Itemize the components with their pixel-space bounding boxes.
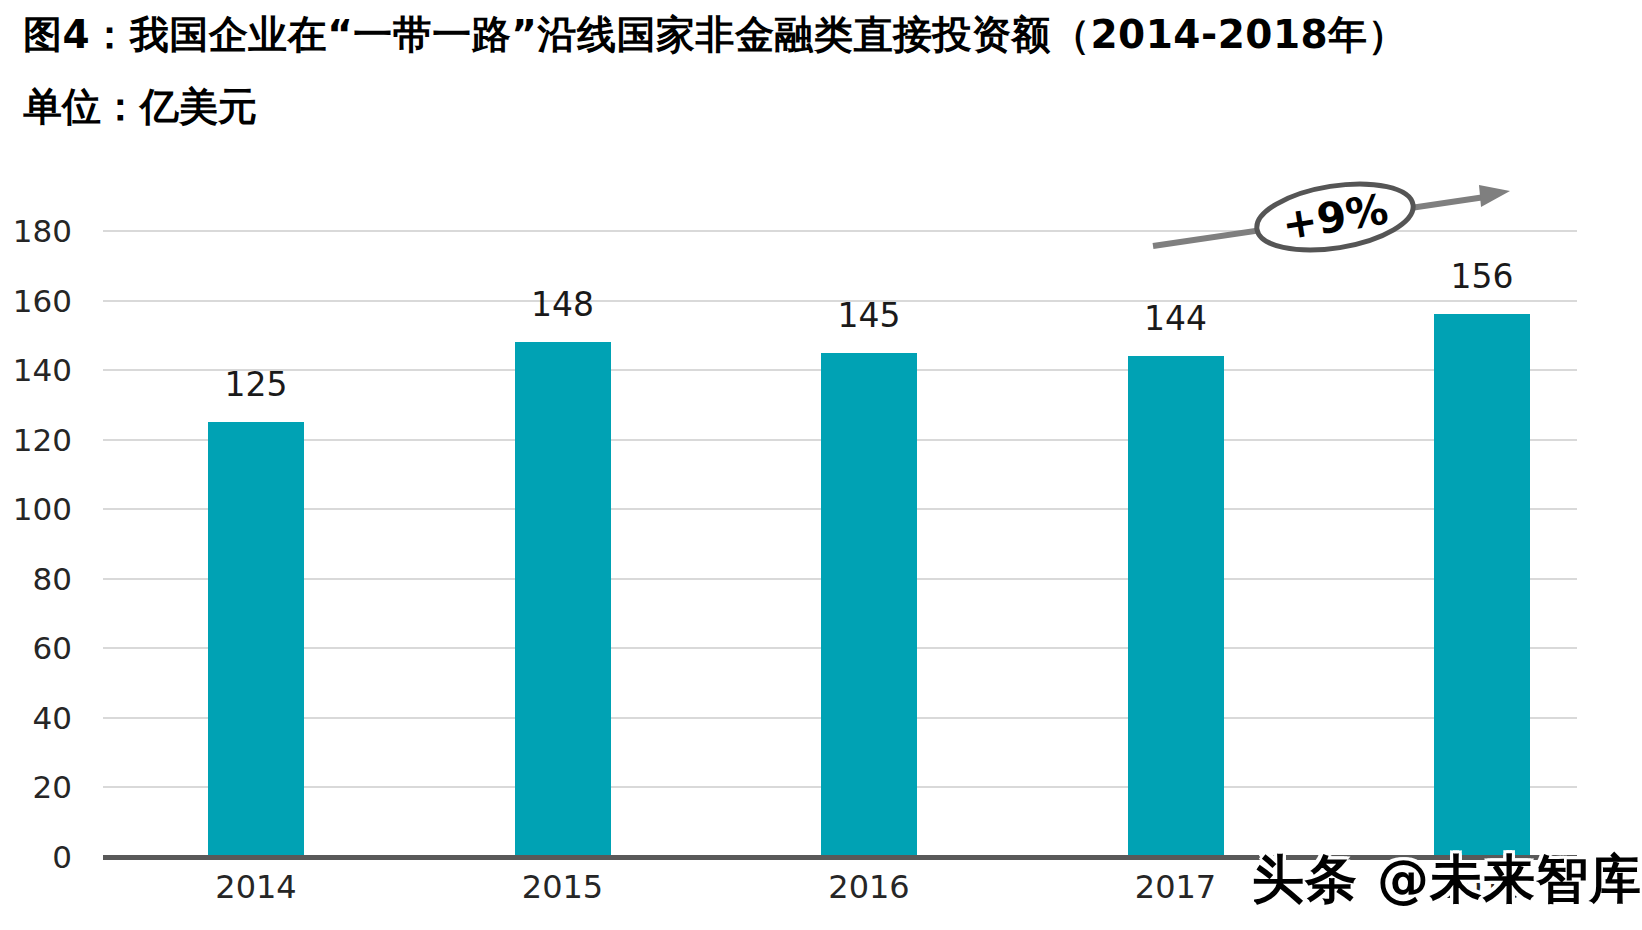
y-axis-tick-label: 140 (0, 351, 72, 389)
x-axis-label: 2014 (176, 868, 336, 906)
growth-annotation: +9% (1100, 155, 1570, 275)
bar-value-label: 144 (1096, 300, 1256, 338)
bar-2014 (208, 422, 304, 857)
y-axis-tick-label: 60 (0, 629, 72, 667)
bar-2015 (515, 342, 611, 857)
bar-value-label: 148 (483, 286, 643, 324)
bar-2017 (1128, 356, 1224, 857)
x-axis-label: 2017 (1096, 868, 1256, 906)
y-axis-tick-label: 100 (0, 490, 72, 528)
y-axis-tick-label: 80 (0, 560, 72, 598)
bar-chart: 0 20 40 60 80 100 120 140 160 180 125 2014 148 2015 14… (0, 0, 1642, 930)
bar-2016 (821, 353, 917, 857)
x-axis-label: 2016 (789, 868, 949, 906)
bar-value-label: 145 (789, 297, 949, 335)
trend-arrow-head-icon (1479, 185, 1510, 207)
y-axis-tick-label: 40 (0, 699, 72, 737)
y-axis-tick-label: 20 (0, 768, 72, 806)
watermark: 头条 @未来智库 (1252, 845, 1642, 915)
x-axis-label: 2015 (483, 868, 643, 906)
bar-2018 (1434, 314, 1530, 857)
y-axis-tick-label: 160 (0, 282, 72, 320)
bar-value-label: 125 (176, 366, 336, 404)
y-axis-tick-label: 120 (0, 421, 72, 459)
y-axis-tick-label: 0 (0, 838, 72, 876)
y-axis-tick-label: 180 (0, 212, 72, 250)
